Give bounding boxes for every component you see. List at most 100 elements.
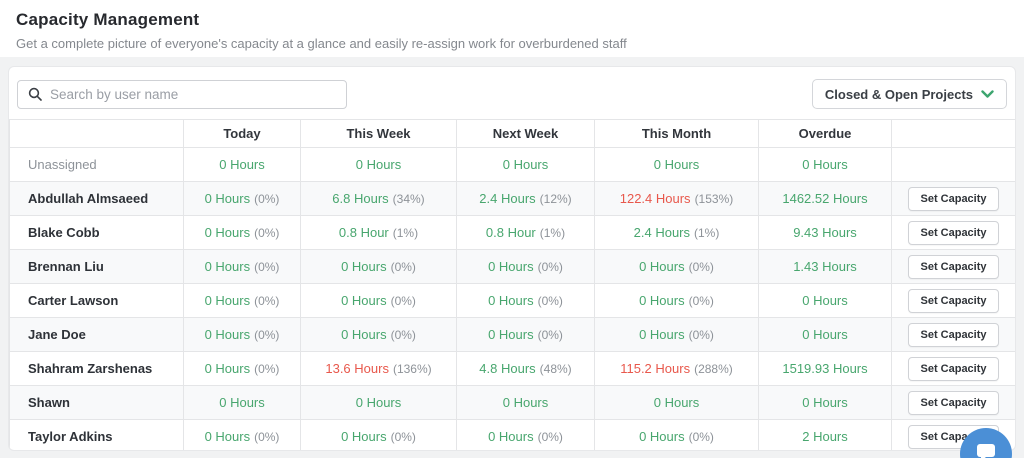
set-capacity-button[interactable]: Set Capacity bbox=[908, 356, 999, 381]
set-capacity-button[interactable]: Set Capacity bbox=[908, 186, 999, 211]
column-header-next-week: Next Week bbox=[456, 119, 595, 148]
column-header-overdue: Overdue bbox=[758, 119, 892, 148]
user-name: Abdullah Almsaeed bbox=[9, 181, 184, 216]
user-name: Unassigned bbox=[9, 147, 184, 182]
user-name: Taylor Adkins bbox=[9, 419, 184, 450]
percent-value: (1%) bbox=[539, 226, 566, 240]
capacity-cell: 0 Hours bbox=[594, 147, 759, 182]
hours-value: 1462.52 Hours bbox=[782, 191, 868, 206]
table-row: Blake Cobb 0 Hours (0%) 0.8 Hour (1%) 0.8 Hou… bbox=[9, 215, 1015, 250]
user-name: Jane Doe bbox=[9, 317, 184, 352]
action-cell: Set Capacity bbox=[891, 385, 1015, 420]
capacity-cell: 0 Hours bbox=[300, 385, 457, 420]
column-header-empty bbox=[891, 119, 1015, 148]
capacity-cell: 0 Hours bbox=[456, 147, 595, 182]
project-filter-label: Closed & Open Projects bbox=[824, 86, 973, 102]
user-name: Shahram Zarshenas bbox=[9, 351, 184, 386]
capacity-cell: 122.4 Hours (153%) bbox=[594, 181, 759, 216]
table-row: Carter Lawson 0 Hours (0%) 0 Hours (0%) 0 Hou… bbox=[9, 283, 1015, 318]
percent-value: (0%) bbox=[688, 260, 714, 274]
percent-value: (0%) bbox=[390, 294, 416, 308]
capacity-cell: 0 Hours (0%) bbox=[456, 249, 595, 284]
action-cell bbox=[891, 147, 1015, 182]
capacity-cell: 0 Hours bbox=[758, 283, 892, 318]
page-subtitle: Get a complete picture of everyone's cap… bbox=[16, 36, 627, 51]
hours-value: 2 Hours bbox=[802, 429, 848, 444]
percent-value: (0%) bbox=[254, 226, 280, 240]
percent-value: (136%) bbox=[392, 362, 432, 376]
capacity-cell: 0 Hours (0%) bbox=[183, 283, 301, 318]
capacity-cell: 0 Hours (0%) bbox=[183, 181, 301, 216]
percent-value: (288%) bbox=[694, 362, 733, 376]
set-capacity-button[interactable]: Set Capacity bbox=[908, 288, 999, 313]
table-row: Unassigned 0 Hours 0 Hours 0 Hours 0 Hours 0 … bbox=[9, 147, 1015, 182]
percent-value: (0%) bbox=[688, 294, 714, 308]
capacity-cell: 0 Hours (0%) bbox=[300, 419, 457, 450]
table-row: Shahram Zarshenas 0 Hours (0%) 13.6 Hours (1… bbox=[9, 351, 1015, 386]
hours-value: 0 Hours bbox=[341, 429, 387, 444]
capacity-cell: 0 Hours bbox=[183, 147, 301, 182]
column-header-this-month: This Month bbox=[594, 119, 759, 148]
hours-value: 0 Hours bbox=[639, 259, 685, 274]
hours-value: 0 Hours bbox=[802, 395, 848, 410]
capacity-cell: 0 Hours (0%) bbox=[594, 249, 759, 284]
hours-value: 1519.93 Hours bbox=[782, 361, 868, 376]
capacity-cell: 2.4 Hours (1%) bbox=[594, 215, 759, 250]
capacity-cell: 0 Hours (0%) bbox=[183, 215, 301, 250]
capacity-cell: 0 Hours (0%) bbox=[456, 419, 595, 450]
hours-value: 1.43 Hours bbox=[793, 259, 857, 274]
set-capacity-button[interactable]: Set Capacity bbox=[908, 390, 999, 415]
capacity-cell: 9.43 Hours bbox=[758, 215, 892, 250]
project-filter-dropdown[interactable]: Closed & Open Projects bbox=[811, 79, 1007, 109]
capacity-cell: 0 Hours bbox=[183, 385, 301, 420]
hours-value: 0 Hours bbox=[219, 157, 265, 172]
hours-value: 0 Hours bbox=[653, 395, 700, 410]
capacity-cell: 0 Hours (0%) bbox=[183, 351, 301, 386]
hours-value: 0 Hours bbox=[204, 327, 251, 342]
hours-value: 0 Hours bbox=[204, 225, 251, 240]
percent-value: (12%) bbox=[539, 192, 572, 206]
capacity-cell: 0 Hours bbox=[758, 317, 892, 352]
capacity-cell: 0 Hours (0%) bbox=[183, 419, 301, 450]
table-row: Brennan Liu 0 Hours (0%) 0 Hours (0%) 0 Hours… bbox=[9, 249, 1015, 284]
table-row: Abdullah Almsaeed 0 Hours (0%) 6.8 Hours (34… bbox=[9, 181, 1015, 216]
column-header-this-week: This Week bbox=[300, 119, 457, 148]
capacity-table: Today This Week Next Week This Month Overdue… bbox=[9, 119, 1015, 450]
hours-value: 0 Hours bbox=[802, 157, 848, 172]
capacity-cell: 0 Hours (0%) bbox=[594, 283, 759, 318]
page-title: Capacity Management bbox=[16, 10, 200, 29]
capacity-cell: 0.8 Hour (1%) bbox=[456, 215, 595, 250]
search-input[interactable] bbox=[50, 86, 336, 102]
capacity-cell: 0 Hours bbox=[594, 385, 759, 420]
hours-value: 0 Hours bbox=[341, 259, 387, 274]
hours-value: 0 Hours bbox=[355, 157, 402, 172]
action-cell: Set Capacity bbox=[891, 249, 1015, 284]
hours-value: 0 Hours bbox=[488, 429, 534, 444]
column-header-empty bbox=[9, 119, 184, 148]
set-capacity-button[interactable]: Set Capacity bbox=[908, 322, 999, 347]
hours-value: 0 Hours bbox=[341, 327, 387, 342]
chevron-down-icon bbox=[981, 89, 994, 98]
hours-value: 0 Hours bbox=[204, 293, 251, 308]
table-row: Shawn 0 Hours 0 Hours 0 Hours 0 Hours 0 Hours… bbox=[9, 385, 1015, 420]
set-capacity-button[interactable]: Set Capacity bbox=[908, 220, 999, 245]
hours-value: 0 Hours bbox=[355, 395, 402, 410]
capacity-cell: 0 Hours (0%) bbox=[594, 317, 759, 352]
capacity-cell: 0 Hours bbox=[456, 385, 595, 420]
percent-value: (0%) bbox=[390, 260, 416, 274]
action-cell: Set Capacity bbox=[891, 283, 1015, 318]
percent-value: (0%) bbox=[537, 260, 563, 274]
percent-value: (0%) bbox=[537, 430, 563, 444]
hours-value: 0.8 Hour bbox=[338, 225, 389, 240]
capacity-cell: 13.6 Hours (136%) bbox=[300, 351, 457, 386]
set-capacity-button[interactable]: Set Capacity bbox=[908, 254, 999, 279]
percent-value: (0%) bbox=[537, 294, 563, 308]
hours-value: 0 Hours bbox=[653, 157, 700, 172]
hours-value: 0 Hours bbox=[802, 327, 848, 342]
capacity-cell: 115.2 Hours (288%) bbox=[594, 351, 759, 386]
hours-value: 0 Hours bbox=[639, 327, 685, 342]
user-name: Shawn bbox=[9, 385, 184, 420]
capacity-cell: 0 Hours (0%) bbox=[300, 249, 457, 284]
search-field[interactable] bbox=[17, 79, 347, 109]
